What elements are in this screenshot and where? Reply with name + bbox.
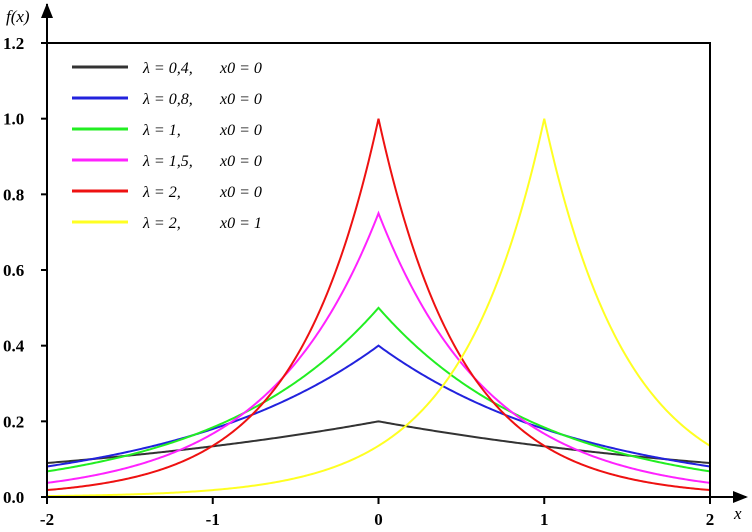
series-curves — [46, 118, 711, 498]
legend-label-lambda-4: λ = 1,5, — [142, 153, 193, 170]
x-axis-arrow-head — [733, 491, 748, 503]
x-tick-label-4: 2 — [706, 510, 715, 529]
y-tick-label-4: 0.8 — [3, 185, 24, 204]
x-tick-label-0: -2 — [40, 510, 54, 529]
legend-label-x0-2: x0 = 0 — [219, 91, 262, 108]
legend-label-lambda-6: λ = 2, — [142, 215, 181, 232]
legend-label-lambda-2: λ = 0,8, — [142, 91, 193, 108]
legend-label-x0-1: x0 = 0 — [219, 60, 262, 77]
series-line-5 — [46, 118, 711, 492]
y-axis-arrow-head — [41, 3, 53, 18]
series-line-3 — [46, 306, 711, 473]
y-tick-label-1: 0.2 — [3, 412, 24, 431]
legend-label-lambda-3: λ = 1, — [142, 122, 181, 139]
y-tick-label-2: 0.4 — [3, 337, 25, 356]
legend-label-x0-3: x0 = 0 — [219, 122, 262, 139]
y-tick-label-6: 1.2 — [3, 34, 24, 53]
x-tick-label-3: 1 — [540, 510, 549, 529]
legend-label-x0-6: x0 = 1 — [219, 215, 262, 232]
x-tick-label-2: 0 — [374, 510, 383, 529]
y-tick-label-0: 0.0 — [3, 488, 24, 507]
legend-label-x0-5: x0 = 0 — [219, 184, 262, 201]
legend-label-x0-4: x0 = 0 — [219, 153, 262, 170]
axis-ticks: -2 -1 0 1 2 0.0 0.2 0.4 0.6 0.8 1.0 1.2 — [3, 34, 714, 529]
y-tick-label-5: 1.0 — [3, 110, 24, 129]
series-line-6 — [46, 118, 711, 498]
x-axis-label: x — [733, 504, 742, 523]
legend-label-lambda-5: λ = 2, — [142, 184, 181, 201]
legend: λ = 0,4, x0 = 0 λ = 0,8, x0 = 0 λ = 1, x0 = 0… — [72, 60, 262, 232]
series-line-4 — [46, 210, 711, 484]
plot-frame — [46, 42, 711, 498]
x-tick-label-1: -1 — [206, 510, 220, 529]
y-tick-label-3: 0.6 — [3, 261, 24, 280]
y-axis-label: f(x) — [6, 7, 30, 26]
series-line-2 — [46, 344, 711, 468]
legend-label-lambda-1: λ = 0,4, — [142, 60, 193, 77]
series-line-1 — [46, 420, 711, 464]
